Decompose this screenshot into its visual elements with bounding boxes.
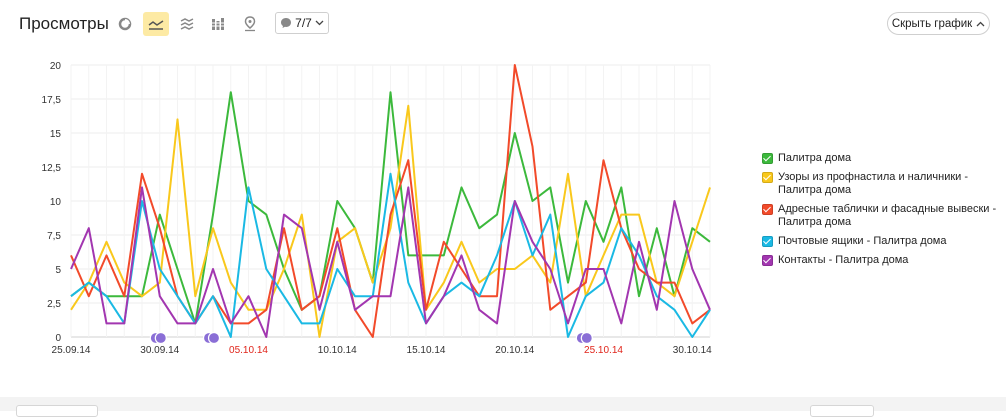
series-line bbox=[70, 91, 711, 325]
legend-item[interactable]: Адресные таблички и фасадные вывески - П… bbox=[762, 203, 997, 229]
legend-checkbox[interactable] bbox=[762, 236, 773, 247]
series-line bbox=[70, 172, 711, 338]
footer-left-control[interactable] bbox=[16, 405, 98, 417]
legend-item[interactable]: Контакты - Палитра дома bbox=[762, 254, 997, 267]
annotation-marker-icon bbox=[575, 331, 593, 345]
map-pin-icon bbox=[244, 16, 256, 32]
bar-chart-icon bbox=[212, 18, 224, 30]
y-tick-label: 0 bbox=[55, 333, 61, 344]
pie-chart-icon bbox=[118, 17, 132, 31]
legend-checkbox[interactable] bbox=[762, 172, 773, 183]
series-line bbox=[70, 186, 711, 338]
area-chart-button[interactable] bbox=[174, 12, 200, 36]
legend-item[interactable]: Палитра дома bbox=[762, 152, 997, 165]
hide-chart-button[interactable]: Скрыть график bbox=[887, 12, 990, 35]
line-chart-button[interactable] bbox=[143, 12, 169, 36]
y-tick-label: 12,5 bbox=[42, 163, 62, 174]
annotation-bubble bbox=[154, 331, 167, 345]
y-tick-label: 5 bbox=[55, 265, 61, 276]
footer-bar bbox=[0, 397, 1006, 411]
x-tick-label: 15.10.14 bbox=[407, 345, 446, 356]
x-tick-label: 20.10.14 bbox=[495, 345, 534, 356]
y-tick-label: 10 bbox=[50, 197, 62, 208]
x-tick-label: 10.10.14 bbox=[318, 345, 357, 356]
legend-label: Контакты - Палитра дома bbox=[778, 254, 909, 266]
x-tick-label: 25.09.14 bbox=[52, 345, 91, 356]
x-tick-label: 05.10.14 bbox=[229, 345, 268, 356]
annotations-count: 7/7 bbox=[295, 16, 312, 30]
x-tick-label: 25.10.14 bbox=[584, 345, 623, 356]
hide-chart-label: Скрыть график bbox=[891, 17, 973, 30]
line-chart: 0 2,5 5 7,5 10 12,5 15 17,5 20 25.09.14 30.09.14 05… bbox=[42, 61, 713, 356]
legend-label: Почтовые ящики - Палитра дома bbox=[778, 235, 947, 247]
annotation-bubble bbox=[580, 331, 593, 345]
line-chart-icon bbox=[148, 20, 164, 30]
legend-item[interactable]: Почтовые ящики - Палитра дома bbox=[762, 235, 997, 248]
legend-label: Узоры из профнастила и наличники - Палит… bbox=[778, 171, 969, 196]
y-tick-label: 7,5 bbox=[47, 231, 61, 242]
pie-chart-button[interactable] bbox=[112, 12, 138, 36]
chevron-up-icon bbox=[976, 21, 985, 26]
y-tick-label: 20 bbox=[50, 61, 62, 72]
legend-label: Адресные таблички и фасадные вывески - П… bbox=[778, 203, 997, 228]
legend-item[interactable]: Узоры из профнастила и наличники - Палит… bbox=[762, 171, 997, 197]
annotation-bubble bbox=[207, 331, 221, 345]
comment-icon bbox=[281, 18, 292, 28]
legend-checkbox[interactable] bbox=[762, 204, 773, 215]
area-chart-icon bbox=[180, 18, 194, 30]
legend-label: Палитра дома bbox=[778, 152, 852, 164]
bar-chart-button[interactable] bbox=[205, 12, 231, 36]
annotations-button[interactable]: 7/7 bbox=[275, 12, 329, 34]
chevron-down-icon bbox=[315, 20, 324, 26]
chart-legend: Палитра дома Узоры из профнастила и налич… bbox=[762, 152, 997, 273]
map-button[interactable] bbox=[237, 12, 263, 36]
annotation-marker-icon bbox=[202, 331, 221, 345]
footer-right-control[interactable] bbox=[810, 405, 874, 417]
legend-checkbox[interactable] bbox=[762, 255, 773, 266]
x-tick-label: 30.10.14 bbox=[673, 345, 712, 356]
y-tick-label: 15 bbox=[50, 129, 62, 140]
chart-header: Просмотры bbox=[0, 0, 1006, 50]
y-tick-label: 2,5 bbox=[47, 299, 61, 310]
series-line bbox=[70, 104, 711, 338]
page-title: Просмотры bbox=[19, 14, 109, 33]
legend-checkbox[interactable] bbox=[762, 153, 773, 164]
annotation-marker-icon bbox=[149, 331, 167, 345]
y-tick-label: 17,5 bbox=[42, 95, 62, 106]
x-tick-label: 30.09.14 bbox=[140, 345, 179, 356]
